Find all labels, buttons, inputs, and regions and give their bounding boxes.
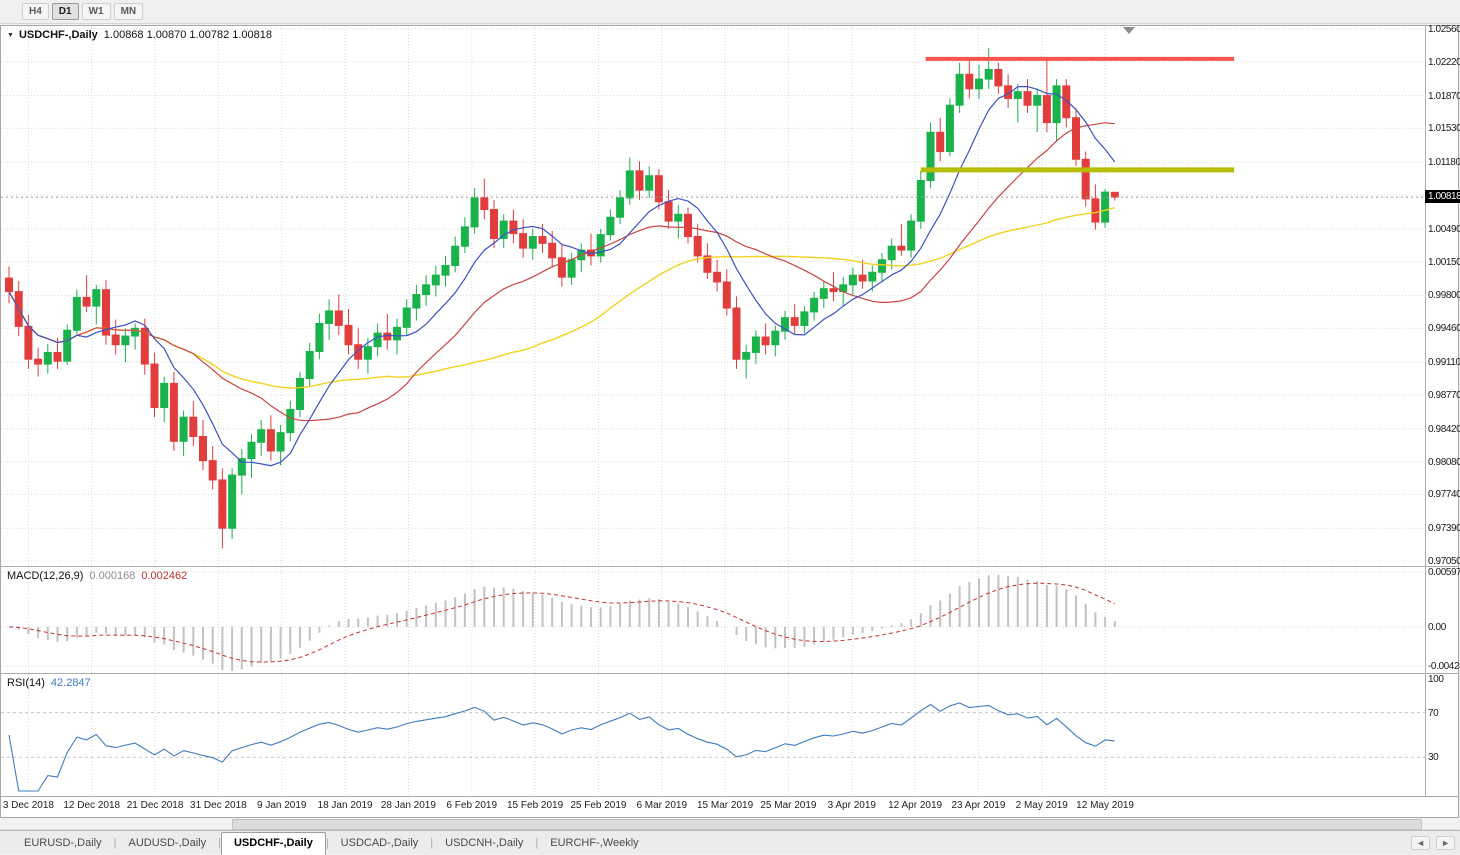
rsi-axis-label: 70 <box>1428 707 1439 719</box>
pane-separator[interactable] <box>1 566 1458 567</box>
date-axis-label: 18 Jan 2019 <box>317 800 373 811</box>
rsi-axis-label: 100 <box>1428 674 1444 685</box>
chart-tab-eurchf[interactable]: EURCHF-,Weekly <box>550 837 639 849</box>
chart-tab-list: EURUSD-,Daily | AUDUSD-,Daily | USDCHF-,Dail… <box>12 832 651 855</box>
date-axis-label: 12 May 2019 <box>1076 800 1135 811</box>
tab-separator: | <box>535 837 539 849</box>
date-axis-label: 28 Jan 2019 <box>380 800 436 811</box>
date-axis-label: 3 Apr 2019 <box>827 800 876 811</box>
horizontal-scrollbar[interactable] <box>0 818 1459 830</box>
date-axis-label: 3 Dec 2018 <box>2 800 54 811</box>
chart-title: ▼ USDCHF-,Daily 1.00868 1.00870 1.00782 … <box>7 29 272 41</box>
price-axis-label: 0.98420 <box>1428 423 1460 435</box>
time-axis[interactable]: 3 Dec 2018 12 Dec 2018 21 Dec 2018 31 Dec 2… <box>1 797 1425 817</box>
price-axis-label: 1.00150 <box>1428 256 1460 268</box>
price-axis-label: 0.99800 <box>1428 290 1460 302</box>
macd-axis-label: -0.00424 <box>1428 660 1460 672</box>
price-axis-label: 0.98770 <box>1428 389 1460 401</box>
price-axis-label: 0.97740 <box>1428 489 1460 501</box>
timeframe-buttons: H4 D1 W1 MN <box>22 3 144 20</box>
date-axis-label: 15 Mar 2019 <box>697 800 754 811</box>
price-axis[interactable]: 1.02560 1.02220 1.01870 1.01530 1.01180 1.004… <box>1425 23 1460 817</box>
date-axis-label: 25 Feb 2019 <box>570 800 627 811</box>
price-axis-label: 0.97050 <box>1428 556 1460 568</box>
macd-indicator-name: MACD(12,26,9) <box>7 570 84 582</box>
chart-ohlc-values: 1.00868 1.00870 1.00782 1.00818 <box>103 29 272 41</box>
date-axis-label: 2 May 2019 <box>1015 800 1068 811</box>
date-axis-label: 6 Feb 2019 <box>446 800 498 811</box>
price-axis-label: 1.01870 <box>1428 90 1460 102</box>
rsi-indicator-name: RSI(14) <box>7 677 45 689</box>
chart-tab-audusd[interactable]: AUDUSD-,Daily <box>128 837 207 849</box>
macd-signal-value: 0.002462 <box>141 570 188 582</box>
price-axis-label: 1.00490 <box>1428 223 1460 235</box>
tab-separator: | <box>325 837 329 849</box>
date-axis-label: 25 Mar 2019 <box>760 800 817 811</box>
macd-pane[interactable] <box>1 567 1425 673</box>
price-pane[interactable] <box>1 26 1425 566</box>
date-axis-label: 31 Dec 2018 <box>190 800 247 811</box>
rsi-label: RSI(14) 42.2847 <box>7 677 91 689</box>
tab-separator: | <box>430 837 434 849</box>
price-axis-label: 1.02220 <box>1428 56 1460 68</box>
tab-separator: | <box>113 837 117 849</box>
chart-shift-marker <box>1123 27 1135 34</box>
timeframe-button-d1[interactable]: D1 <box>51 3 79 20</box>
current-price-label: 1.00818 <box>1425 190 1460 204</box>
price-axis-label: 1.01530 <box>1428 123 1460 135</box>
date-axis-label: 12 Dec 2018 <box>63 800 121 811</box>
price-axis-label: 0.97390 <box>1428 523 1460 535</box>
date-axis-label: 21 Dec 2018 <box>126 800 184 811</box>
scrollbar-thumb[interactable] <box>232 819 1422 830</box>
timeframe-button-mn[interactable]: MN <box>113 3 144 20</box>
axis-divider <box>1425 26 1426 796</box>
price-axis-label: 0.98080 <box>1428 456 1460 468</box>
timeframe-toolbar: H4 D1 W1 MN <box>0 0 1460 24</box>
date-axis-label: 15 Feb 2019 <box>506 800 564 811</box>
chart-tab-usdcad[interactable]: USDCAD-,Daily <box>340 837 419 849</box>
chart-tab-usdcnh[interactable]: USDCNH-,Daily <box>445 837 524 849</box>
tab-scroll-left-icon[interactable]: ◄ <box>1411 836 1431 850</box>
macd-label: MACD(12,26,9) 0.000168 0.002462 <box>7 570 187 582</box>
chart-window: 1.02560 1.02220 1.01870 1.01530 1.01180 1.004… <box>0 23 1460 818</box>
date-axis-label: 6 Mar 2019 <box>636 800 688 811</box>
tab-separator: | <box>218 837 221 849</box>
chart-tab-usdchf[interactable]: USDCHF-,Daily <box>220 832 326 855</box>
chart-tab-eurusd[interactable]: EURUSD-,Daily <box>24 837 102 849</box>
price-axis-label: 0.99460 <box>1428 323 1460 335</box>
macd-axis-label: 0.00 <box>1428 621 1446 633</box>
timeframe-button-h4[interactable]: H4 <box>22 3 49 20</box>
price-axis-label: 1.01180 <box>1428 157 1460 169</box>
date-axis-label: 9 Jan 2019 <box>256 800 307 811</box>
symbol-dropdown-icon[interactable]: ▼ <box>7 31 14 39</box>
pane-separator <box>1 796 1458 797</box>
timeframe-button-w1[interactable]: W1 <box>81 3 111 20</box>
chart-symbol-label: USDCHF-,Daily <box>18 29 98 41</box>
macd-axis-label: 0.00597 <box>1428 566 1460 578</box>
price-axis-label: 1.02560 <box>1428 23 1460 35</box>
rsi-axis-label: 30 <box>1428 752 1439 764</box>
pane-separator[interactable] <box>1 673 1458 674</box>
chart-tab-bar: EURUSD-,Daily | AUDUSD-,Daily | USDCHF-,Dail… <box>0 830 1460 855</box>
price-axis-label: 0.99110 <box>1428 357 1460 369</box>
date-axis-label: 12 Apr 2019 <box>888 800 943 811</box>
rsi-value: 42.2847 <box>50 677 91 689</box>
tab-scroll-right-icon[interactable]: ► <box>1436 836 1455 850</box>
date-axis-label: 23 Apr 2019 <box>951 800 1006 811</box>
macd-main-value: 0.000168 <box>89 570 136 582</box>
rsi-pane[interactable] <box>1 674 1425 796</box>
tab-scroll-arrows: ◄ ► <box>1411 836 1455 850</box>
